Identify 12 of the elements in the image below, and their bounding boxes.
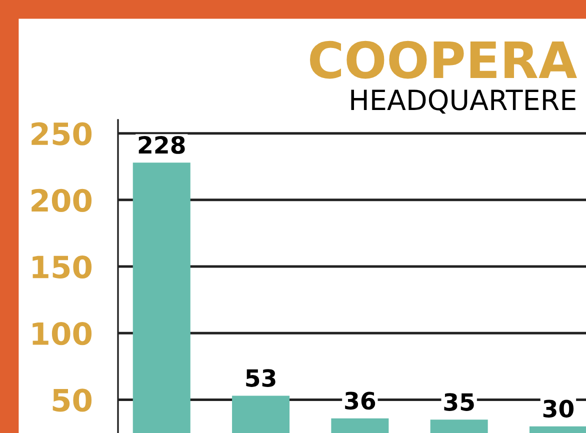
data-label: 35 [444, 393, 474, 411]
y-tick-label: 150 [32, 255, 92, 279]
y-tick-label: 200 [32, 188, 92, 212]
y-tick-label: 250 [32, 122, 92, 146]
chart-title: COOPERA [310, 40, 577, 79]
data-label: 36 [345, 392, 376, 410]
y-tick-label: 100 [32, 322, 92, 346]
data-label: 53 [246, 369, 276, 387]
chart-subtitle: HEADQUARTERE [351, 89, 576, 114]
y-tick-label: 50 [52, 388, 92, 412]
data-label: 228 [138, 136, 185, 154]
data-label: 30 [543, 400, 574, 418]
